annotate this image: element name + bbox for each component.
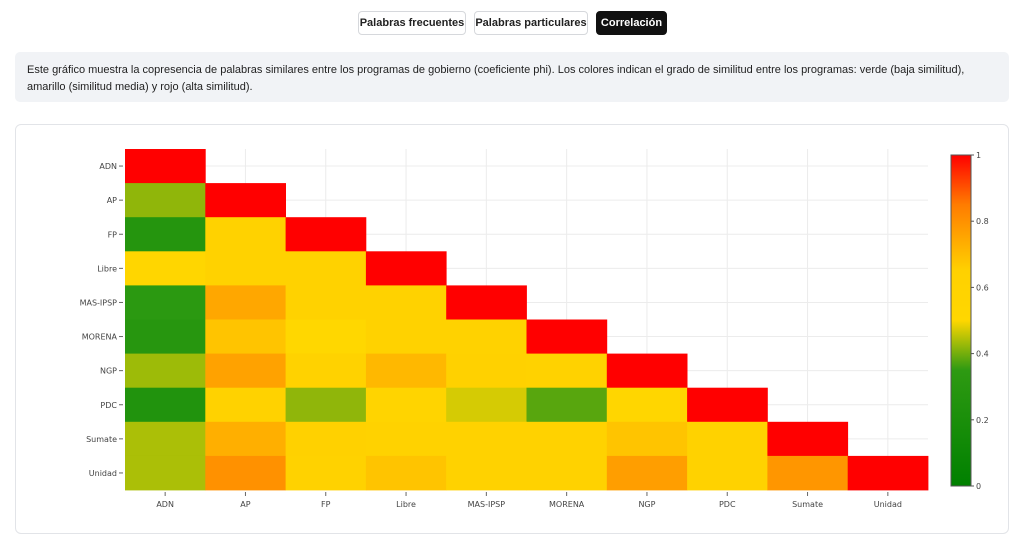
tab-palabras-frecuentes[interactable]: Palabras frecuentes [358,11,466,35]
heatmap-cell-Unidad-MORENA[interactable]: Unidad / MORENA: 0.62 [526,455,608,491]
heatmap-cell-FP-FP[interactable]: FP / FP: 1 [285,217,367,252]
y-tick-label: PDC [100,401,117,410]
heatmap-cell-AP-ADN[interactable]: AP / ADN: 0.42 [125,183,206,218]
heatmap-chart[interactable]: ADN / ADN: 1AP / ADN: 0.42AP / AP: 1FP /… [16,125,1008,533]
heatmap-cell-PDC-PDC[interactable]: PDC / PDC: 1 [687,387,768,423]
heatmap-cell-MORENA-MAS-IPSP[interactable]: MORENA / MAS-IPSP: 0.62 [446,319,527,355]
tab-palabras-particulares[interactable]: Palabras particulares [474,11,588,35]
x-tick-label: PDC [719,500,736,509]
heatmap-cell-MAS-IPSP-FP[interactable]: MAS-IPSP / FP: 0.62 [285,285,367,320]
y-tick-label: MAS-IPSP [80,298,118,307]
heatmap-cell-Unidad-FP[interactable]: Unidad / FP: 0.62 [285,455,367,491]
heatmap-cell-AP-AP[interactable]: AP / AP: 1 [205,183,286,218]
heatmap-cell-PDC-FP[interactable]: PDC / FP: 0.42 [285,387,367,423]
heatmap-cell-Sumate-NGP[interactable]: Sumate / NGP: 0.68 [606,421,688,457]
x-tick-label: Libre [396,500,416,509]
tab-correlacion[interactable]: Correlación [596,11,667,35]
heatmap-cell-Unidad-PDC[interactable]: Unidad / PDC: 0.62 [687,455,768,491]
colorbar [950,154,972,487]
heatmap-cell-Unidad-AP[interactable]: Unidad / AP: 0.8 [205,455,286,491]
colorbar-tick-label: 0.4 [976,350,989,359]
y-tick-label: FP [108,230,118,239]
heatmap-cell-NGP-MORENA[interactable]: NGP / MORENA: 0.62 [526,353,608,389]
description-box: Este gráfico muestra la copresencia de p… [15,52,1009,102]
y-tick-label: NGP [100,367,117,376]
x-tick-label: ADN [156,500,174,509]
heatmap-cell-Sumate-MORENA[interactable]: Sumate / MORENA: 0.62 [526,421,608,457]
heatmap-cell-Sumate-ADN[interactable]: Sumate / ADN: 0.44 [125,421,206,457]
heatmap-cell-PDC-NGP[interactable]: PDC / NGP: 0.52 [606,387,688,423]
colorbar-tick-label: 0.2 [976,416,989,425]
heatmap-cell-Sumate-Sumate[interactable]: Sumate / Sumate: 1 [767,421,849,457]
heatmap-cell-Sumate-FP[interactable]: Sumate / FP: 0.64 [285,421,367,457]
heatmap-cell-PDC-Libre[interactable]: PDC / Libre: 0.57 [365,387,447,423]
description-text: Este gráfico muestra la copresencia de p… [27,64,965,93]
heatmap-cell-NGP-Libre[interactable]: NGP / Libre: 0.71 [365,353,447,389]
colorbar-tick-label: 0.8 [976,217,989,226]
heatmap-cell-PDC-ADN[interactable]: PDC / ADN: 0.25 [125,387,206,423]
x-tick-label: MORENA [549,500,585,509]
heatmap-cell-Unidad-Libre[interactable]: Unidad / Libre: 0.68 [365,455,447,491]
tab-bar: Palabras frecuentes Palabras particulare… [0,11,1024,35]
heatmap-cell-Sumate-AP[interactable]: Sumate / AP: 0.73 [205,421,286,457]
x-tick-label: FP [321,500,331,509]
heatmap-cell-MORENA-FP[interactable]: MORENA / FP: 0.51 [285,319,367,355]
heatmap-cell-MAS-IPSP-AP[interactable]: MAS-IPSP / AP: 0.75 [205,285,286,320]
heatmap-cell-MORENA-MORENA[interactable]: MORENA / MORENA: 1 [526,319,608,355]
x-tick-label: Unidad [874,500,902,509]
y-tick-label: Unidad [89,469,117,478]
heatmap-cell-Unidad-ADN[interactable]: Unidad / ADN: 0.44 [125,455,206,491]
heatmap-cell-MORENA-AP[interactable]: MORENA / AP: 0.68 [205,319,286,355]
heatmap-cell-PDC-AP[interactable]: PDC / AP: 0.62 [205,387,286,423]
colorbar-tick-label: 1 [976,151,981,160]
colorbar-tick-label: 0.6 [976,283,989,292]
heatmap-cell-Libre-AP[interactable]: Libre / AP: 0.62 [205,251,286,286]
heatmap-cell-MORENA-Libre[interactable]: MORENA / Libre: 0.62 [365,319,447,355]
heatmap-cell-NGP-ADN[interactable]: NGP / ADN: 0.43 [125,353,206,389]
heatmap-cell-NGP-FP[interactable]: NGP / FP: 0.62 [285,353,367,389]
heatmap-cell-PDC-MAS-IPSP[interactable]: PDC / MAS-IPSP: 0.47 [446,387,527,423]
heatmap-cell-NGP-AP[interactable]: NGP / AP: 0.76 [205,353,286,389]
heatmap-cell-MORENA-ADN[interactable]: MORENA / ADN: 0.3 [125,319,206,355]
heatmap-cell-MAS-IPSP-Libre[interactable]: MAS-IPSP / Libre: 0.62 [365,285,447,320]
heatmap-cell-Libre-ADN[interactable]: Libre / ADN: 0.52 [125,251,206,286]
heatmap-cell-ADN-ADN[interactable]: ADN / ADN: 1 [125,149,206,184]
heatmap-cell-Sumate-PDC[interactable]: Sumate / PDC: 0.62 [687,421,768,457]
heatmap-cell-NGP-NGP[interactable]: NGP / NGP: 1 [606,353,688,389]
y-tick-label: ADN [99,162,117,171]
colorbar-tick-label: 0 [976,482,981,491]
heatmap-cell-MAS-IPSP-MAS-IPSP[interactable]: MAS-IPSP / MAS-IPSP: 1 [446,285,527,320]
heatmap-cell-Sumate-Libre[interactable]: Sumate / Libre: 0.62 [365,421,447,457]
x-tick-label: Sumate [792,500,823,509]
heatmap-cell-PDC-MORENA[interactable]: PDC / MORENA: 0.38 [526,387,608,423]
heatmap-cell-FP-AP[interactable]: FP / AP: 0.62 [205,217,286,252]
y-tick-label: Sumate [86,435,117,444]
heatmap-cell-Unidad-MAS-IPSP[interactable]: Unidad / MAS-IPSP: 0.62 [446,455,527,491]
x-tick-label: MAS-IPSP [468,500,506,509]
x-tick-label: NGP [638,500,655,509]
heatmap-cell-NGP-MAS-IPSP[interactable]: NGP / MAS-IPSP: 0.65 [446,353,527,389]
heatmap-cell-MAS-IPSP-ADN[interactable]: MAS-IPSP / ADN: 0.33 [125,285,206,320]
chart-card: ADN / ADN: 1AP / ADN: 0.42AP / AP: 1FP /… [15,124,1009,534]
heatmap-cell-FP-ADN[interactable]: FP / ADN: 0.28 [125,217,206,252]
y-tick-label: MORENA [82,333,118,342]
heatmap-cells: ADN / ADN: 1AP / ADN: 0.42AP / AP: 1FP /… [125,149,929,491]
heatmap-cell-Sumate-MAS-IPSP[interactable]: Sumate / MAS-IPSP: 0.62 [446,421,527,457]
heatmap-cell-Libre-Libre[interactable]: Libre / Libre: 1 [365,251,447,286]
heatmap-cell-Libre-FP[interactable]: Libre / FP: 0.62 [285,251,367,286]
x-tick-label: AP [240,500,250,509]
heatmap-cell-Unidad-NGP[interactable]: Unidad / NGP: 0.77 [606,455,688,491]
y-tick-label: Libre [97,264,117,273]
heatmap-cell-Unidad-Sumate[interactable]: Unidad / Sumate: 0.79 [767,455,849,491]
y-tick-label: AP [107,196,117,205]
heatmap-cell-Unidad-Unidad[interactable]: Unidad / Unidad: 1 [847,455,929,491]
